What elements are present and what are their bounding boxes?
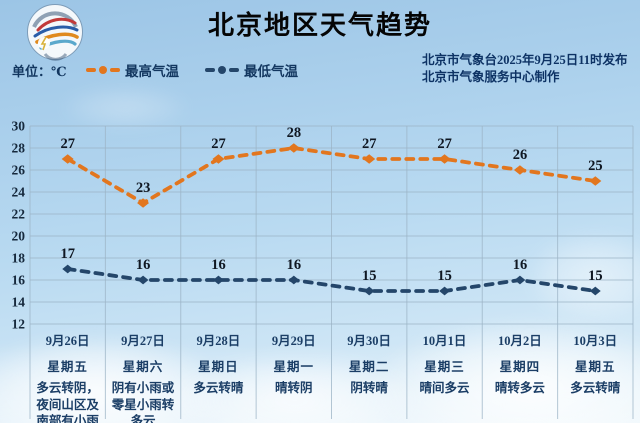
high-temp-marker	[513, 165, 526, 175]
data-value-label: 17	[60, 246, 75, 262]
issued-by-line: 北京市气象台2025年9月25日11时发布	[422, 53, 628, 67]
produced-by-line: 北京市气象服务中心制作	[422, 69, 560, 84]
high-temp-marker	[212, 154, 225, 164]
low-temp-line	[65, 267, 598, 293]
data-value-label: 15	[437, 268, 452, 284]
low-temp-marker	[439, 286, 450, 296]
legend-item-high-temp: 最高气温	[86, 60, 179, 80]
low-temp-marker	[514, 275, 526, 285]
high-temp-marker	[589, 176, 602, 186]
high-temp-line	[65, 146, 598, 205]
cloud-decoration	[60, 85, 190, 130]
data-value-label: 23	[136, 180, 151, 196]
data-value-label: 28	[287, 125, 302, 141]
y-axis-tick-label: 14	[12, 295, 26, 310]
cloud-decoration	[525, 230, 640, 325]
legend-label-low-temp: 最低气温	[244, 64, 298, 79]
y-axis-tick-label: 30	[12, 119, 26, 134]
low-temp-marker	[137, 275, 149, 285]
data-value-label: 16	[136, 257, 151, 273]
y-axis-tick-label: 20	[12, 229, 26, 244]
chart-legend: 最高气温 最低气温	[86, 60, 298, 80]
high-temp-marker	[287, 143, 300, 153]
high-temp-marker	[61, 154, 74, 164]
y-axis-tick-label: 16	[12, 273, 26, 288]
data-value-label: 27	[362, 136, 377, 152]
data-value-label: 16	[211, 257, 226, 273]
high-temp-marker	[137, 198, 150, 208]
low-temp-marker	[213, 275, 224, 285]
data-value-label: 25	[588, 158, 603, 174]
data-value-label: 27	[211, 136, 226, 152]
y-axis-tick-label: 18	[12, 251, 26, 266]
low-temp-line-swatch	[205, 66, 239, 74]
high-temp-marker	[363, 154, 376, 164]
beijing-meteorological-service-logo-icon	[27, 4, 83, 61]
data-value-label: 27	[437, 136, 452, 152]
y-axis-tick-label: 26	[12, 163, 26, 178]
low-temp-marker	[288, 275, 300, 285]
legend-item-low-temp: 最低气温	[205, 60, 298, 80]
unit-label: 单位：℃	[12, 64, 67, 79]
low-temp-marker	[363, 286, 375, 296]
issuance-info: 北京市气象台2025年9月25日11时发布 北京市气象服务中心制作	[422, 52, 628, 86]
y-axis-tick-label: 22	[12, 207, 26, 222]
low-temp-marker	[62, 264, 74, 274]
data-value-label: 15	[362, 268, 377, 284]
legend-label-high-temp: 最高气温	[125, 64, 179, 79]
y-axis-tick-label: 28	[12, 141, 26, 156]
y-axis-tick-label: 24	[12, 185, 26, 200]
y-axis-tick-label: 12	[12, 317, 26, 332]
data-value-label: 16	[287, 257, 302, 273]
page-title: 北京地区天气趋势	[207, 11, 432, 40]
cloud-band-decoration	[0, 343, 640, 423]
data-value-label: 26	[513, 147, 528, 163]
high-temp-line-swatch	[86, 66, 120, 74]
high-temp-marker	[438, 154, 451, 164]
data-value-label: 27	[60, 136, 75, 152]
